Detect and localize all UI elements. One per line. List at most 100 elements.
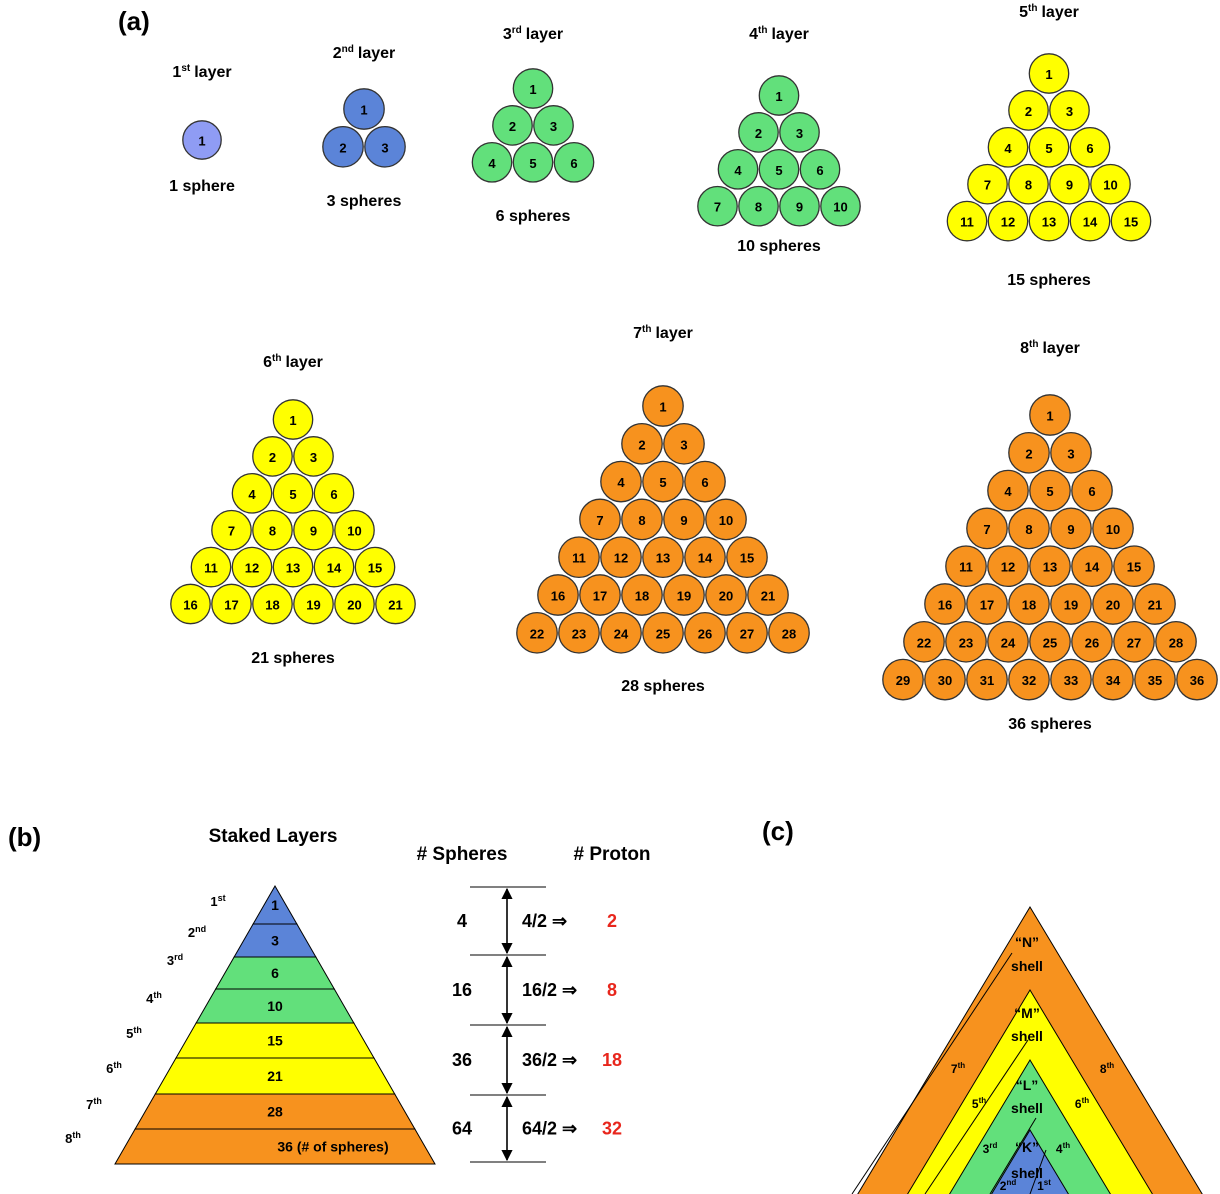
layer-2-sphere-count: 3 spheres	[327, 193, 402, 210]
sphere-number: 7	[983, 522, 990, 537]
sphere-number: 7	[714, 200, 721, 215]
sphere-number: 21	[388, 598, 402, 613]
sphere-number: 22	[917, 635, 931, 650]
sphere	[1113, 545, 1155, 588]
sphere	[987, 469, 1029, 512]
sphere	[1029, 620, 1071, 663]
sphere	[799, 148, 841, 190]
sphere-number: 18	[1022, 598, 1036, 613]
shell-left-ordinal: 5th	[972, 1096, 986, 1111]
sphere-number: 11	[572, 551, 586, 566]
sphere	[1069, 126, 1111, 168]
sphere	[558, 536, 600, 579]
stacked-layer-ordinal: 3rd	[167, 952, 183, 968]
group-proton-count: 2	[607, 911, 617, 931]
sphere	[313, 472, 355, 514]
group-division: 16/2 ⇒	[522, 980, 577, 1000]
sphere	[533, 105, 574, 146]
sphere	[471, 141, 513, 183]
sphere-number: 2	[269, 450, 276, 465]
sphere-number: 29	[896, 673, 910, 688]
sphere	[758, 75, 800, 116]
sphere-number: 6	[1086, 141, 1093, 156]
sphere-number: 2	[339, 140, 346, 155]
layer-6-sphere-count: 21 spheres	[251, 650, 335, 667]
sphere	[600, 611, 642, 654]
sphere-number: 5	[529, 156, 536, 171]
shell-word: shell	[1011, 1028, 1043, 1044]
shell-word: shell	[1011, 1100, 1043, 1116]
layer-4-heading: 4th layer	[749, 25, 809, 43]
sphere-number: 34	[1106, 673, 1121, 688]
sphere	[1134, 658, 1176, 701]
sphere	[600, 536, 642, 579]
sphere-number: 27	[1127, 635, 1141, 650]
layer-8-heading: 8th layer	[1020, 339, 1080, 357]
sphere-number: 22	[530, 626, 544, 641]
sphere	[211, 583, 252, 625]
shell-name: “M”	[1014, 1005, 1040, 1021]
sphere-number: 7	[984, 178, 991, 193]
sphere-number: 11	[959, 560, 973, 575]
sphere-number: 5	[1046, 484, 1053, 499]
sphere-number: 4	[1004, 484, 1012, 499]
sphere-number: 10	[347, 524, 361, 539]
sphere	[1071, 620, 1113, 663]
sphere-number: 18	[635, 589, 649, 604]
pyramid-band-value: 1	[271, 897, 279, 913]
sphere-number: 1	[775, 89, 782, 104]
layer-6-heading: 6th layer	[263, 353, 323, 371]
sphere-number: 17	[224, 598, 238, 613]
sphere	[293, 509, 334, 551]
sphere-number: 23	[959, 635, 973, 650]
sphere-number: 19	[1064, 598, 1078, 613]
sphere-number: 19	[306, 598, 320, 613]
layer-4-group: 1 2 3 4 5 6 7 8 9 10 4th layer 10 spheres	[697, 25, 861, 255]
sphere	[1008, 507, 1050, 550]
sphere-number: 25	[656, 626, 670, 641]
sphere-number: 6	[1088, 484, 1095, 499]
sphere	[1155, 620, 1197, 663]
layer-3-group: 1 2 3 4 5 6 3rd layer 6 spheres	[471, 25, 595, 225]
sphere-number: 17	[593, 589, 607, 604]
sphere-number: 3	[310, 450, 317, 465]
sphere	[717, 148, 759, 190]
sphere-number: 1	[198, 134, 205, 149]
sphere	[579, 574, 621, 616]
sphere	[537, 574, 579, 616]
sphere-number: 35	[1148, 673, 1162, 688]
group-proton-count: 32	[602, 1119, 622, 1139]
sphere	[642, 611, 684, 654]
sphere	[354, 546, 396, 588]
sphere	[1092, 658, 1134, 701]
sphere-number: 33	[1064, 673, 1078, 688]
sphere-number: 7	[228, 524, 235, 539]
sphere	[966, 658, 1008, 701]
shell-right-ordinal: 6th	[1075, 1096, 1089, 1111]
layer-5-heading: 5th layer	[1019, 3, 1079, 21]
layer-2-heading: 2nd layer	[333, 44, 396, 62]
sphere-number: 19	[677, 589, 691, 604]
layer-3-sphere-count: 6 spheres	[496, 208, 571, 225]
shell-left-ordinal: 7th	[951, 1061, 965, 1076]
sphere	[512, 141, 554, 183]
sphere-number: 8	[1025, 522, 1032, 537]
sphere	[726, 611, 768, 654]
sphere-number: 9	[1066, 178, 1073, 193]
sphere-number: 4	[488, 156, 496, 171]
sphere	[987, 126, 1029, 168]
sphere	[1028, 126, 1070, 168]
sphere	[272, 399, 314, 440]
sphere	[945, 545, 987, 588]
sphere-number: 13	[1043, 560, 1057, 575]
pyramid-band-value: 6	[271, 965, 279, 981]
sphere	[967, 163, 1008, 205]
sphere-number: 13	[286, 561, 300, 576]
layer-4-sphere-count: 10 spheres	[737, 238, 821, 255]
sphere	[492, 105, 533, 146]
sphere-number: 4	[248, 487, 256, 502]
